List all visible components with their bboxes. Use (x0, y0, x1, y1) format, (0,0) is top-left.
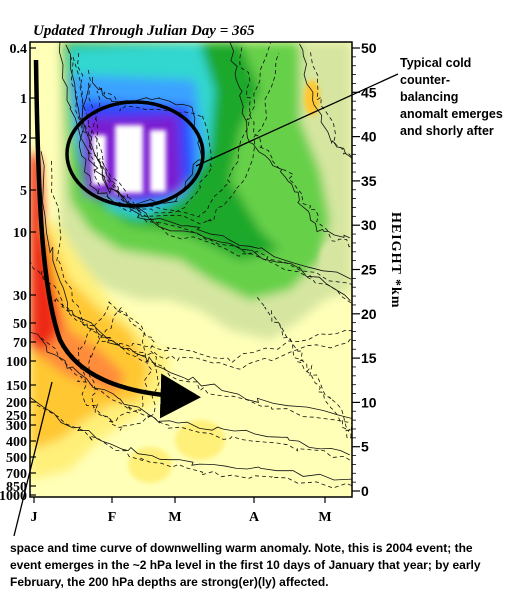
pressure-tick-label: 1000 (0, 489, 27, 504)
height-tick-label: 30 (361, 217, 377, 233)
contour-line (256, 297, 352, 439)
pressure-tick-label: 150 (6, 379, 27, 394)
contour-line (40, 270, 352, 370)
cold-anomaly-ellipse (65, 100, 205, 208)
warm-curve-arrow (33, 59, 201, 419)
contour-line (88, 307, 160, 431)
anomaly-field (30, 42, 352, 497)
contour-line (229, 42, 350, 239)
contour-line (77, 53, 352, 305)
chart-title: Updated Through Julian Day = 365 (33, 23, 255, 39)
pressure-tick-label: 200 (6, 396, 27, 411)
pressure-tick-label: 2 (20, 132, 27, 147)
contour-line (72, 42, 272, 218)
height-tick-label: 20 (361, 306, 377, 322)
gold-band (30, 235, 150, 450)
callout-leader-line (195, 73, 399, 167)
caption-text: space and time curve of downwelling warm… (10, 541, 481, 589)
height-tick-label: 45 (361, 84, 377, 100)
height-tick-label: 5 (361, 439, 369, 455)
contour-line (36, 404, 352, 489)
pressure-tick-label: 850 (6, 480, 27, 495)
contour-line (239, 47, 352, 248)
height-tick-label: 15 (361, 350, 377, 366)
caption-leader-line (13, 381, 53, 537)
contour-line (30, 397, 352, 481)
right-axis-label: HEIGHT *km (388, 212, 403, 309)
contour-line (88, 87, 213, 214)
pressure-tick-label: 400 (6, 435, 27, 450)
contour-line (310, 52, 352, 160)
orange-band (30, 230, 125, 395)
contour-line (51, 160, 352, 425)
month-tick-label: M (168, 510, 181, 525)
height-tick-label: 50 (361, 40, 377, 56)
pressure-tick-label: 0.4 (10, 42, 28, 57)
pressure-tick-label: 30 (13, 289, 27, 304)
month-tick-label: A (249, 510, 260, 525)
height-tick-label: 40 (361, 129, 377, 145)
pressure-tick-label: 50 (13, 317, 27, 332)
height-tick-label: 0 (361, 483, 369, 499)
callout-text: Typical cold counter-balancing anomalt e… (400, 56, 503, 138)
pressure-tick-label: 5 (20, 184, 27, 199)
pressure-tick-label: 1 (20, 92, 27, 107)
contour-line (77, 301, 154, 423)
month-tick-label: F (108, 510, 117, 525)
height-tick-label: 25 (361, 262, 377, 278)
pressure-tick-label: 300 (6, 419, 27, 434)
pressure-tick-label: 10 (13, 226, 27, 241)
pressure-tick-label: 100 (6, 355, 27, 370)
contour-line (40, 337, 352, 462)
month-tick-label: M (318, 510, 331, 525)
contour-line (30, 260, 352, 364)
height-tick-label: 10 (361, 394, 377, 410)
white-core (92, 125, 166, 193)
left-pressure-axis: 0.4 1 2 5 10 30 50 70 100 150 20025030040050070085… (0, 42, 36, 504)
pressure-tick-label: 250 (6, 409, 27, 424)
pressure-tick-label: 500 (6, 451, 27, 466)
contour-line (87, 52, 280, 225)
pressure-tick-label: 700 (6, 467, 27, 482)
pressure-tick-label: 70 (13, 336, 27, 351)
height-tick-label: 35 (361, 173, 377, 189)
month-tick-label: J (31, 510, 38, 525)
